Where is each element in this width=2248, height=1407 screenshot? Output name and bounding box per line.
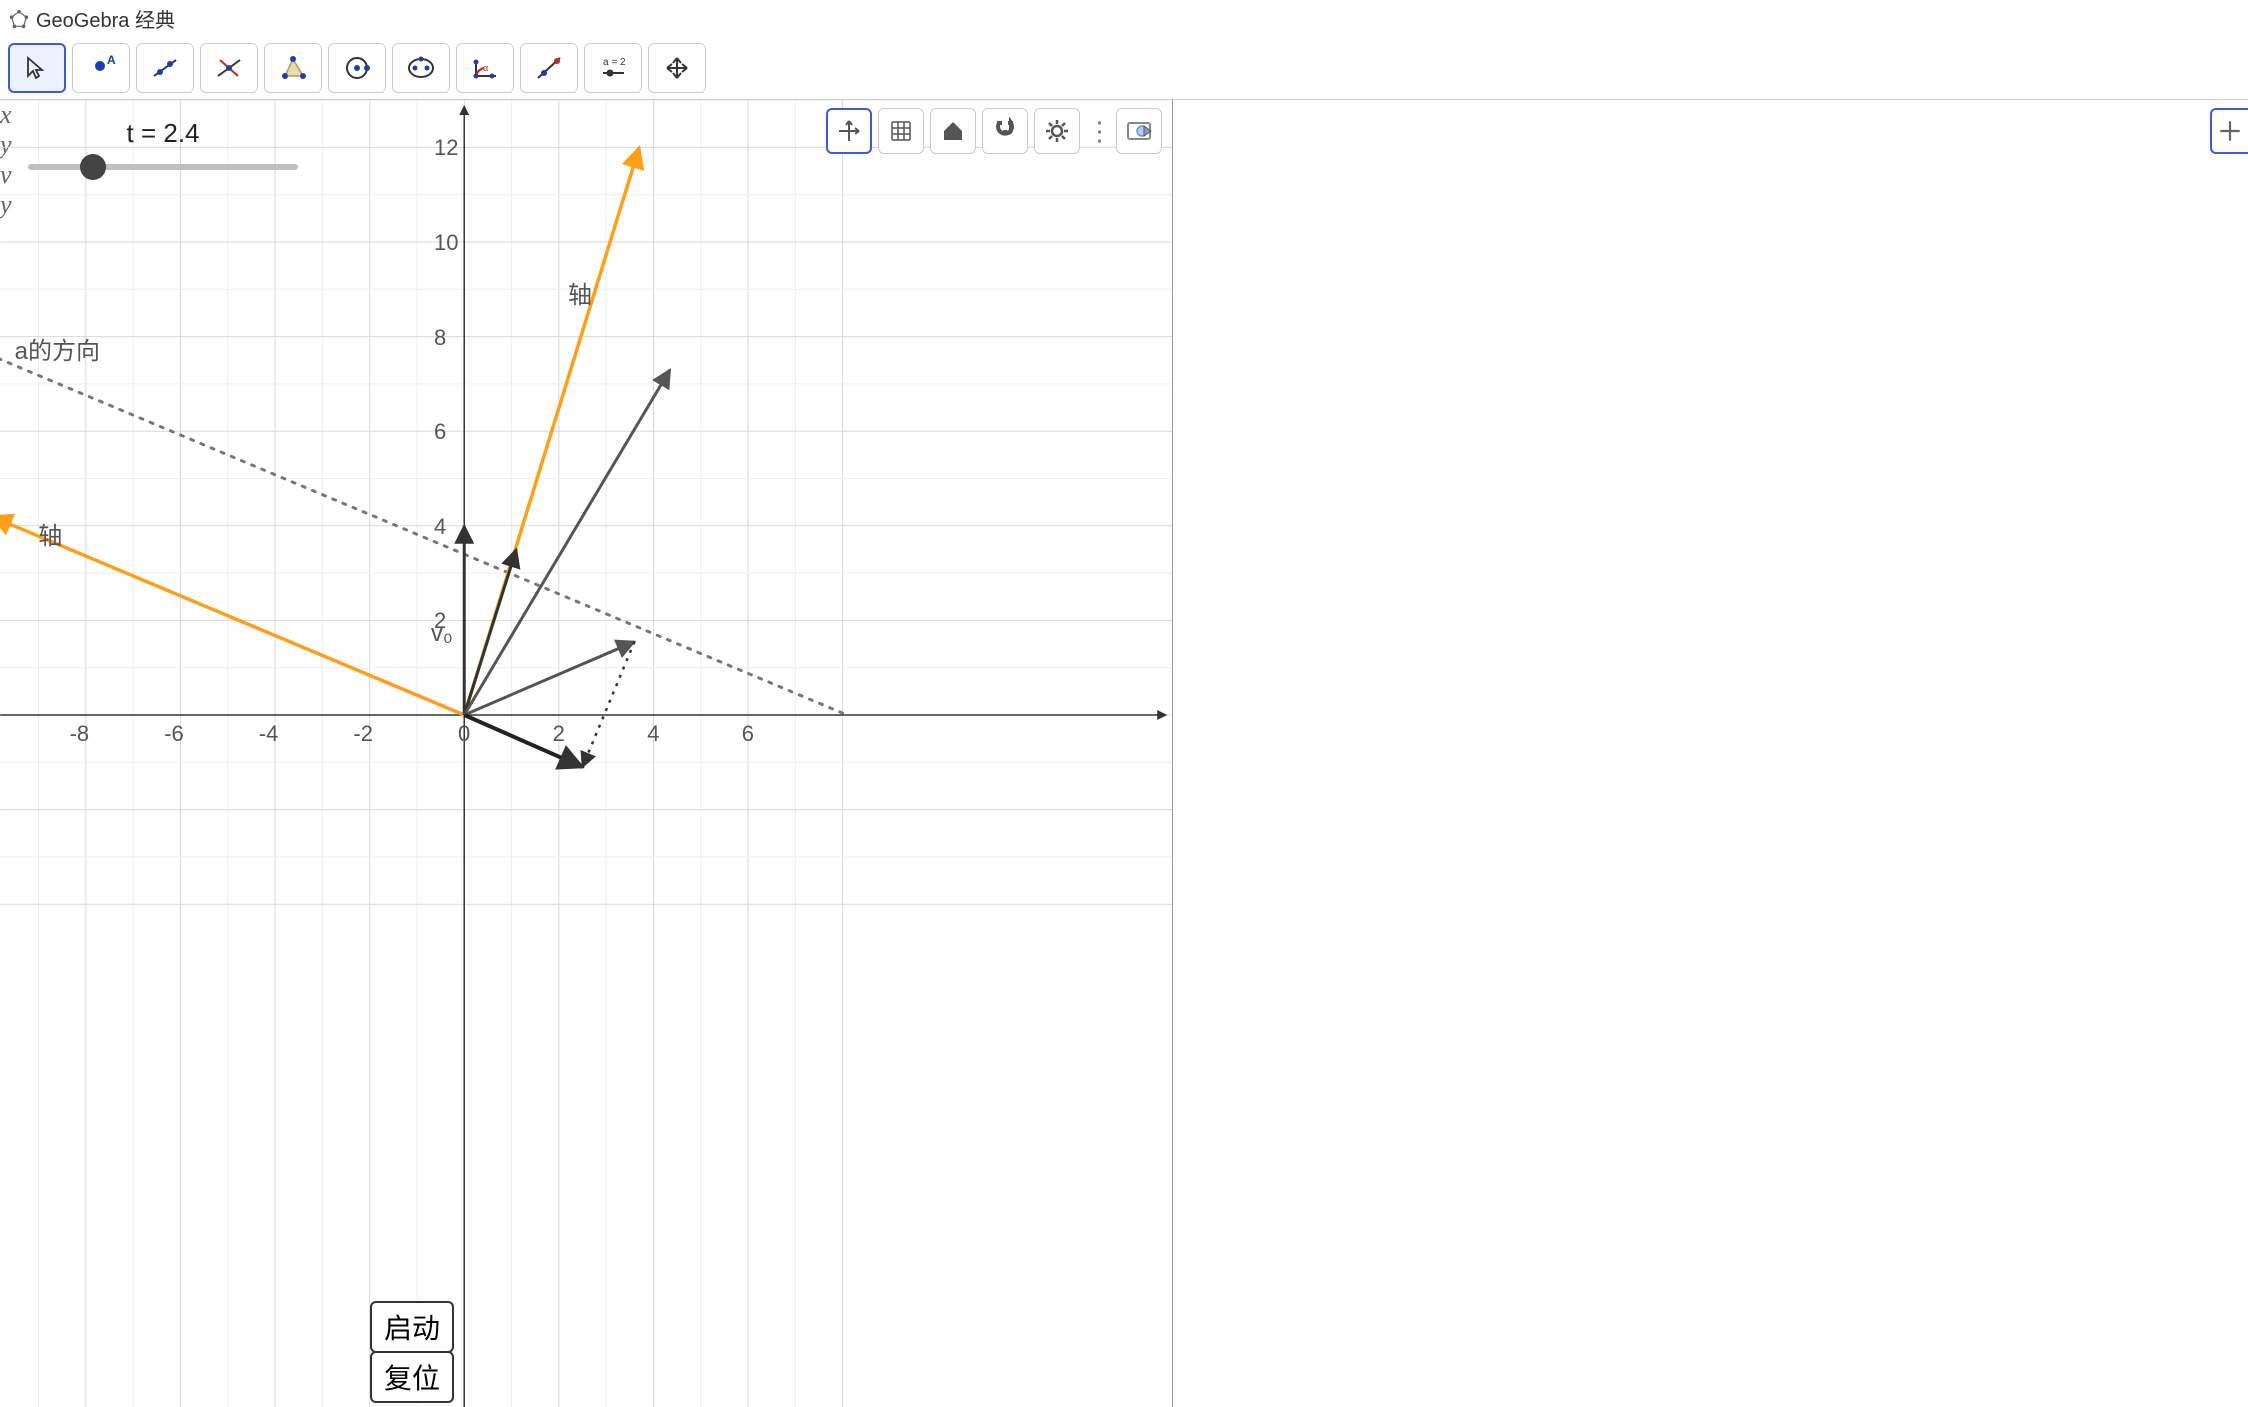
workspace: ⋮ t = 2.4 启动 复位 -8-6-4-202462468101214a的… [0, 99, 2248, 1407]
tool-point[interactable]: A [72, 43, 130, 93]
start-button[interactable]: 启动 [370, 1301, 454, 1353]
svg-text:A: A [107, 54, 116, 67]
app-logo-icon [8, 8, 30, 30]
axes-toggle-right[interactable] [2210, 108, 2248, 154]
tool-slider[interactable]: a = 2 [584, 43, 642, 93]
slider-track[interactable] [28, 164, 298, 170]
panel-button[interactable] [1116, 108, 1162, 154]
tool-angle[interactable]: α [456, 43, 514, 93]
tool-translate[interactable] [648, 43, 706, 93]
tool-circle[interactable] [328, 43, 386, 93]
graphics-view-1[interactable]: ⋮ t = 2.4 启动 复位 -8-6-4-202462468101214a的… [0, 100, 1173, 1407]
view-controls: ⋮ [826, 108, 1162, 154]
gear-button[interactable] [1034, 108, 1080, 154]
titlebar: GeoGebra 经典 [0, 0, 2248, 37]
svg-text:α: α [483, 63, 488, 73]
tool-move[interactable] [8, 43, 66, 93]
left-plot-svg [0, 100, 1172, 1407]
tool-lineext[interactable] [520, 43, 578, 93]
graphics-view-2[interactable] [1173, 100, 2248, 1407]
reset-button[interactable]: 复位 [370, 1351, 454, 1403]
tool-ellipse[interactable] [392, 43, 450, 93]
right-plot-svg [1173, 100, 2248, 1407]
tool-polygon[interactable] [264, 43, 322, 93]
axes-button[interactable] [826, 108, 872, 154]
grid-button[interactable] [878, 108, 924, 154]
tool-perpendicular[interactable] [200, 43, 258, 93]
home-button[interactable] [930, 108, 976, 154]
app-title: GeoGebra 经典 [36, 4, 175, 33]
slider-label: t = 2.4 [127, 118, 200, 149]
tool-line[interactable] [136, 43, 194, 93]
main-toolbar: Aα a = 2 [0, 37, 2248, 99]
slider-thumb[interactable] [80, 154, 106, 180]
svg-text:a = 2: a = 2 [603, 57, 626, 68]
magnet-button[interactable] [982, 108, 1028, 154]
kebab-menu-icon[interactable]: ⋮ [1086, 116, 1110, 147]
